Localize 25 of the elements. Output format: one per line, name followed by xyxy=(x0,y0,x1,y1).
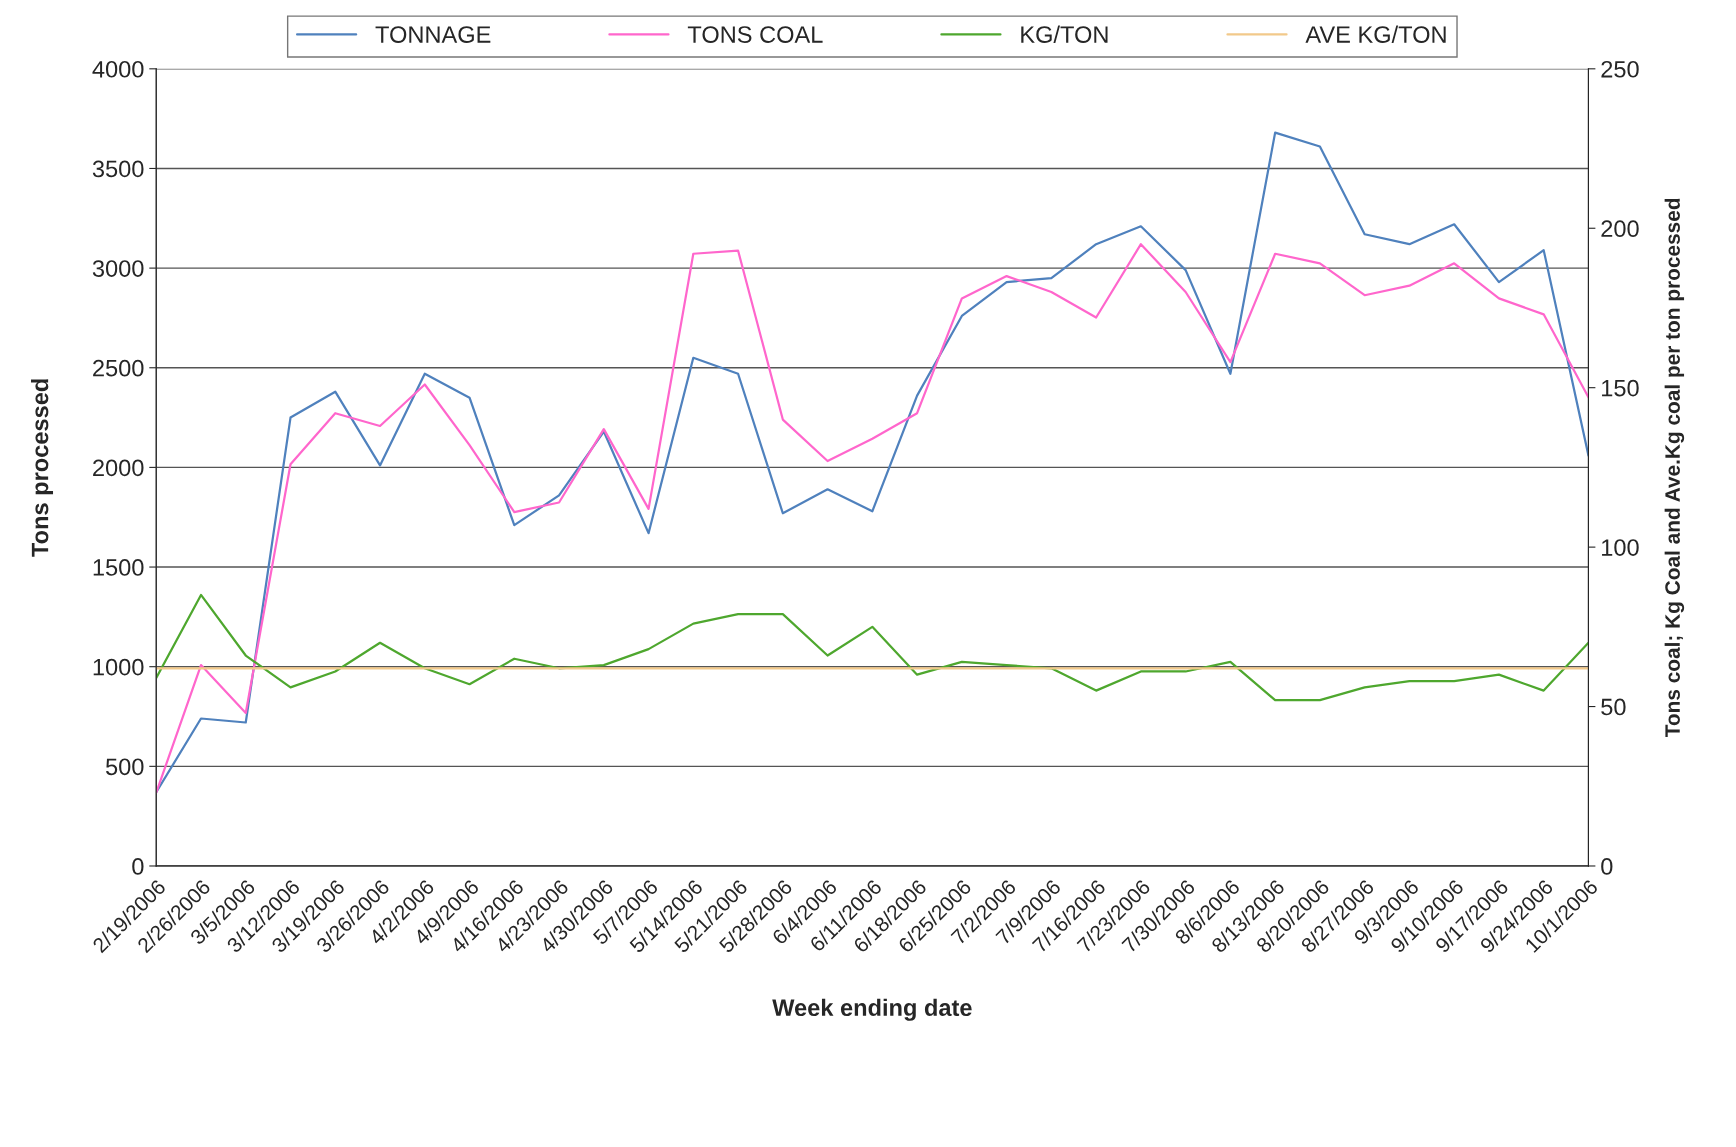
line-series xyxy=(156,593,1589,702)
y-tick-label: 2500 xyxy=(93,359,144,377)
x-axis-title: Week ending date xyxy=(772,998,972,1021)
y-axis-title: Tons processed xyxy=(31,379,54,557)
y2-tick-label: 200 xyxy=(1601,220,1639,238)
legend-label: TONS COAL xyxy=(687,26,823,43)
y-tick-label: 0 xyxy=(132,858,144,875)
y-tick-label: 500 xyxy=(105,758,144,776)
y2-tick-label: 50 xyxy=(1601,698,1626,716)
legend-label: AVE KG/TON xyxy=(1305,25,1446,43)
y-tick-label: 2000 xyxy=(93,459,144,477)
y-tick-label: 1500 xyxy=(93,559,144,576)
y-tick-label: 4000 xyxy=(92,60,144,78)
y2-tick-label: 250 xyxy=(1601,60,1639,78)
y2-tick-label: 100 xyxy=(1602,539,1639,556)
y-tick-label: 1000 xyxy=(93,658,144,676)
y-tick-label: 3500 xyxy=(92,160,144,178)
y2-tick-label: 150 xyxy=(1602,379,1639,397)
y2-tick-label: 0 xyxy=(1601,858,1613,875)
y2-axis-title: Tons coal; Kg Coal and Ave.Kg coal per ton processed xyxy=(1664,198,1685,738)
legend-label: KG/TON xyxy=(1021,25,1108,43)
y-tick-label: 3000 xyxy=(92,260,144,277)
line-series xyxy=(156,131,1589,794)
legend-label: TONNAGE xyxy=(375,26,491,43)
line-series xyxy=(156,243,1589,794)
